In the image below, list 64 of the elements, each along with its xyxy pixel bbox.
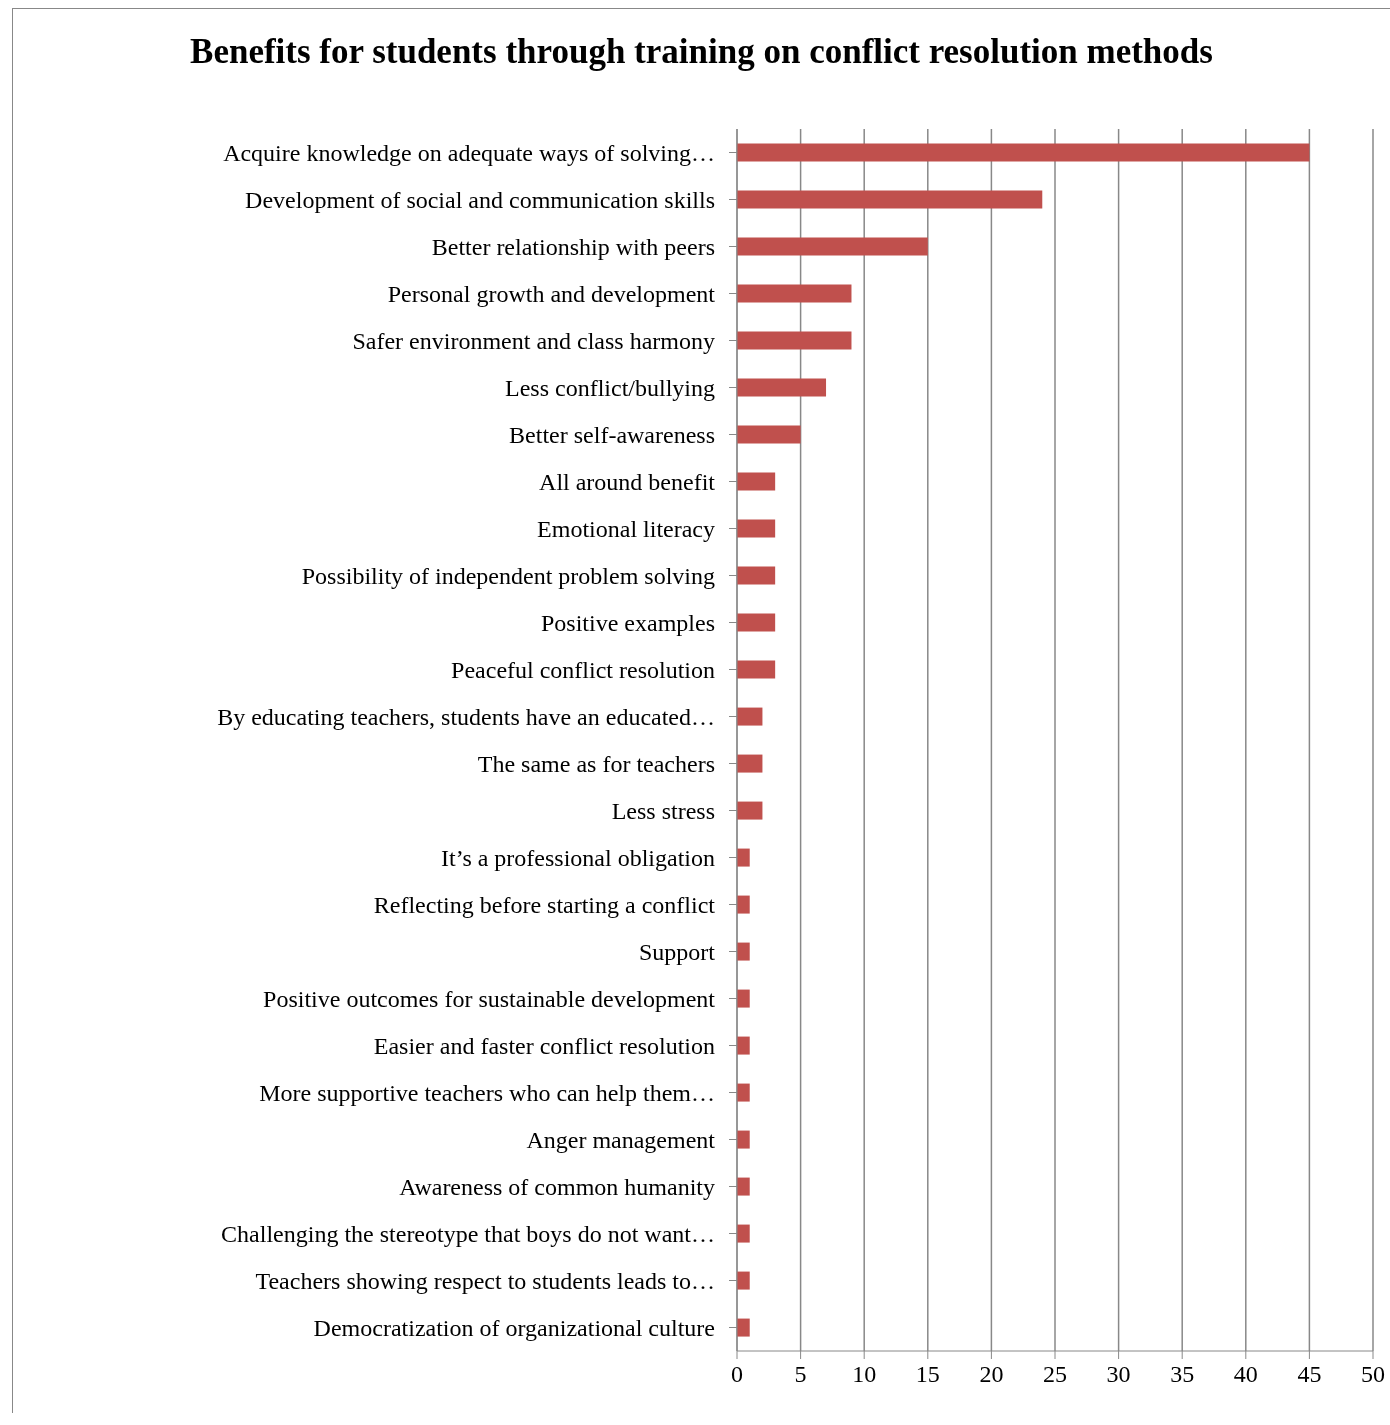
- bar: [737, 989, 750, 1008]
- bar: [737, 331, 852, 350]
- y-tick-label: Positive outcomes for sustainable development: [263, 986, 716, 1013]
- x-tick-label: 0: [731, 1361, 743, 1388]
- x-tick-label: 20: [979, 1361, 1004, 1388]
- y-tick-label: Acquire knowledge on adequate ways of solving…: [223, 140, 715, 167]
- x-tick-label: 50: [1361, 1361, 1385, 1388]
- bar: [737, 942, 750, 961]
- bar: [737, 895, 750, 914]
- chart-title: Benefits for students through training on conflict resolution methods: [189, 31, 1214, 73]
- y-tick-label: All around benefit: [539, 469, 716, 496]
- x-tick-label: 30: [1106, 1361, 1131, 1388]
- bar: [737, 1271, 750, 1290]
- y-tick-label: Peaceful conflict resolution: [451, 657, 715, 684]
- y-tick-label: Better relationship with peers: [431, 234, 715, 261]
- x-tick-label: 15: [915, 1361, 940, 1388]
- y-tick-label: Challenging the stereotype that boys do not want…: [221, 1221, 715, 1248]
- y-tick-label: Support: [638, 939, 716, 966]
- x-tick-label: 45: [1297, 1361, 1322, 1388]
- y-tick-label: Better self-awareness: [509, 422, 715, 449]
- bar: [737, 1130, 750, 1149]
- x-tick-label: 25: [1043, 1361, 1067, 1388]
- y-tick-label: Awareness of common humanity: [399, 1174, 715, 1201]
- bar: [737, 707, 763, 726]
- bar: [737, 143, 1310, 162]
- x-tick-label: 35: [1170, 1361, 1195, 1388]
- bar: [737, 425, 801, 444]
- bar: [737, 190, 1043, 209]
- bar: [737, 848, 750, 867]
- bar: [737, 237, 928, 256]
- y-tick-label: Teachers showing respect to students leads to…: [255, 1268, 715, 1295]
- y-tick-label: Possibility of independent problem solving: [301, 563, 715, 590]
- y-tick-label: Easier and faster conflict resolution: [373, 1033, 715, 1060]
- bar: [737, 1083, 750, 1102]
- bar: [737, 519, 776, 538]
- y-tick-label: Anger management: [526, 1127, 716, 1154]
- y-tick-label: Emotional literacy: [537, 516, 715, 543]
- x-tick-label: 10: [852, 1361, 877, 1388]
- bar: [737, 378, 827, 397]
- bar: [737, 660, 776, 679]
- x-tick-label: 5: [794, 1361, 807, 1388]
- y-tick-label: Less stress: [611, 798, 715, 825]
- y-tick-label: The same as for teachers: [477, 751, 715, 778]
- y-tick-label: Safer environment and class harmony: [352, 328, 715, 355]
- y-tick-label: Personal growth and development: [387, 281, 716, 308]
- y-tick-label: It’s a professional obligation: [441, 845, 715, 872]
- bar: [737, 1036, 750, 1055]
- bar: [737, 1177, 750, 1196]
- bar: [737, 1318, 750, 1337]
- y-tick-label: More supportive teachers who can help them…: [259, 1080, 715, 1107]
- y-tick-label: Democratization of organizational culture: [313, 1315, 715, 1342]
- bar: [737, 754, 763, 773]
- y-tick-label: Reflecting before starting a conflict: [373, 892, 716, 919]
- bar: [737, 284, 852, 303]
- bar: [737, 566, 776, 585]
- bar: [737, 1224, 750, 1243]
- y-tick-label: Less conflict/bullying: [505, 375, 715, 402]
- bar: [737, 613, 776, 632]
- y-tick-label: By educating teachers, students have an educated…: [217, 704, 715, 731]
- bar: [737, 801, 763, 820]
- y-tick-label: Development of social and communication skills: [245, 187, 715, 214]
- y-tick-label: Positive examples: [541, 610, 715, 637]
- bar: [737, 472, 776, 491]
- x-tick-label: 40: [1233, 1361, 1258, 1388]
